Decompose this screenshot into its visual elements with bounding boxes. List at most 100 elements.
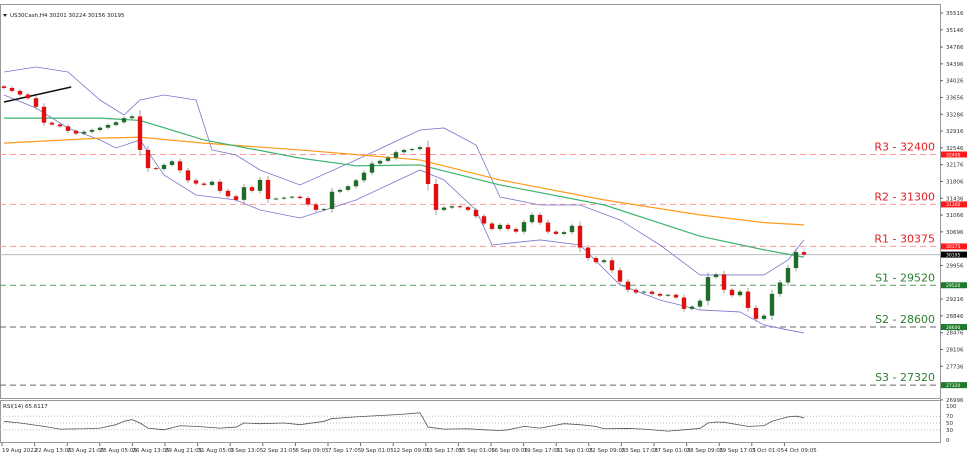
bollinger-upper — [3, 66, 805, 276]
x-tick-label: 2 Sep 21:05 — [263, 448, 297, 454]
dropdown-triangle-icon[interactable] — [3, 14, 7, 17]
candle-body — [713, 274, 719, 278]
candle-body — [289, 196, 295, 198]
candle-body — [297, 196, 303, 199]
candle-body — [745, 291, 751, 308]
candle-body — [705, 277, 711, 301]
chart-title: US30Cash,H4 30201 30224 30156 30195 — [10, 13, 125, 19]
candle-body — [769, 293, 775, 316]
y-tick-label: 29956 — [946, 263, 964, 269]
candle-body — [353, 180, 359, 187]
y-tick-label: 29216 — [946, 297, 964, 303]
y-tick-label: 26996 — [946, 398, 964, 404]
main-panel — [0, 4, 941, 399]
x-tick-label: 7 Sep 17:05 — [328, 448, 362, 454]
candle-body — [793, 252, 799, 268]
candle-body — [233, 196, 239, 200]
x-tick-label: 6 Sep 09:05 — [295, 448, 329, 454]
candle-body — [689, 306, 695, 309]
candle-body — [609, 260, 615, 271]
candle-body — [473, 209, 479, 217]
level-price-tag — [941, 243, 967, 250]
y-tick-label: 28106 — [946, 347, 964, 353]
y-tick-label: 28846 — [946, 314, 964, 320]
candle-body — [633, 289, 639, 293]
level-price-tag-text: 32400 — [946, 152, 960, 158]
candle-body — [137, 116, 143, 150]
candle-body — [537, 214, 543, 223]
candle-body — [9, 87, 15, 91]
x-tick-label: 23 Aug 21:05 — [67, 448, 105, 454]
candle-body — [49, 122, 55, 125]
candle-body — [265, 179, 271, 199]
rsi-tick-label: 50 — [946, 421, 953, 427]
x-tick-label: 16 Sep 09:05 — [491, 448, 528, 454]
level-price-tag-text: 29520 — [946, 283, 960, 289]
y-tick-label: 35146 — [946, 28, 964, 34]
level-label: R3 - 32400 — [874, 140, 935, 153]
y-tick-label: 31436 — [946, 196, 964, 202]
x-tick-label: 4 Oct 09:05 — [784, 448, 817, 454]
candle-body — [385, 157, 391, 161]
rsi-tick-label: 70 — [946, 414, 953, 420]
x-tick-label: 23 Sep 17:05 — [621, 448, 658, 454]
candle-body — [777, 282, 783, 294]
candle-body — [177, 161, 183, 171]
candle-body — [1, 86, 7, 88]
candle-body — [329, 191, 335, 209]
candle-body — [457, 206, 463, 208]
candle-body — [217, 181, 223, 191]
rsi-tick-label: 0 — [946, 438, 950, 444]
x-tick-label: 19 Aug 2022 — [2, 448, 37, 454]
candle-body — [497, 224, 503, 229]
candle-body — [505, 224, 511, 229]
rsi-label: RSI(14) 65.6117 — [3, 404, 48, 410]
level-label: S2 - 28600 — [875, 313, 935, 326]
candle-body — [545, 222, 551, 232]
candle-body — [729, 289, 735, 296]
candle-body — [321, 208, 327, 210]
candle-body — [81, 131, 87, 134]
level-price-tag — [941, 201, 967, 208]
x-tick-label: 22 Aug 13:05 — [35, 448, 73, 454]
candle-body — [481, 216, 487, 224]
candle-body — [577, 225, 583, 248]
candle-body — [441, 207, 447, 210]
x-tick-label: 15 Sep 01:05 — [458, 448, 495, 454]
candle-body — [761, 315, 767, 319]
x-tick-label: 29 Aug 21:05 — [165, 448, 203, 454]
candle-body — [665, 294, 671, 296]
candle-body — [337, 189, 343, 192]
candle-body — [145, 149, 151, 169]
bollinger-lower — [3, 94, 805, 334]
candle-body — [65, 126, 71, 131]
x-tick-label: 22 Sep 09:05 — [589, 448, 626, 454]
y-tick-label: 34026 — [946, 79, 964, 85]
candle-body — [361, 172, 367, 181]
rsi-tick-label: 30 — [946, 428, 953, 434]
candle-body — [57, 124, 63, 127]
candle-body — [193, 180, 199, 184]
candle-body — [681, 297, 687, 309]
candle-body — [41, 106, 47, 123]
y-tick-label: 32546 — [946, 146, 964, 152]
x-tick-label: 3 Oct 01:05 — [752, 448, 785, 454]
rsi-line — [3, 412, 805, 432]
candle-body — [89, 129, 95, 132]
candle-body — [153, 168, 159, 170]
candle-body — [721, 274, 727, 290]
level-price-tag-text: 31300 — [946, 202, 960, 208]
y-tick-label: 34396 — [946, 62, 964, 68]
y-tick-label: 31066 — [946, 213, 964, 219]
candle-body — [673, 294, 679, 298]
candle-body — [521, 222, 527, 232]
x-tick-label: 25 Aug 05:05 — [100, 448, 138, 454]
candle-body — [257, 179, 263, 191]
candle-body — [625, 281, 631, 290]
rsi-panel — [0, 400, 941, 443]
y-tick-label: 34766 — [946, 45, 964, 51]
candle-body — [281, 197, 287, 199]
candle-body — [449, 206, 455, 208]
y-tick-label: 30696 — [946, 230, 964, 236]
candle-body — [105, 124, 111, 128]
